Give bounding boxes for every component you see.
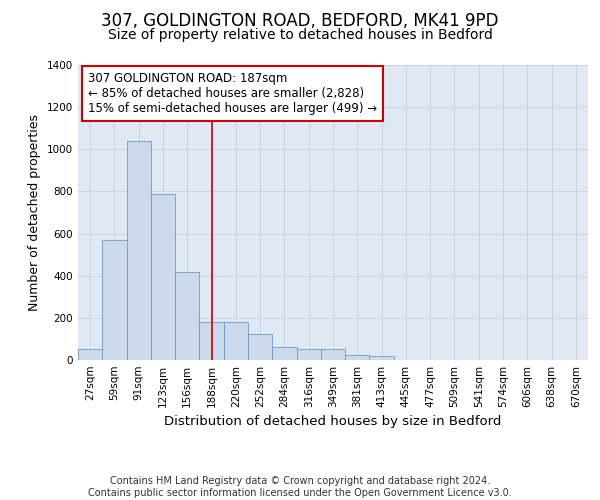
Text: 307 GOLDINGTON ROAD: 187sqm
← 85% of detached houses are smaller (2,828)
15% of : 307 GOLDINGTON ROAD: 187sqm ← 85% of det… — [88, 72, 377, 116]
Bar — [199, 322, 224, 360]
Bar — [151, 194, 175, 360]
Bar — [345, 354, 370, 360]
Bar — [248, 334, 272, 360]
Bar — [102, 240, 127, 360]
Text: Size of property relative to detached houses in Bedford: Size of property relative to detached ho… — [107, 28, 493, 42]
Bar — [175, 272, 199, 360]
Bar — [272, 348, 296, 360]
Y-axis label: Number of detached properties: Number of detached properties — [28, 114, 41, 311]
Text: Contains HM Land Registry data © Crown copyright and database right 2024.
Contai: Contains HM Land Registry data © Crown c… — [88, 476, 512, 498]
X-axis label: Distribution of detached houses by size in Bedford: Distribution of detached houses by size … — [164, 416, 502, 428]
Bar — [224, 322, 248, 360]
Bar — [127, 141, 151, 360]
Bar — [370, 356, 394, 360]
Text: 307, GOLDINGTON ROAD, BEDFORD, MK41 9PD: 307, GOLDINGTON ROAD, BEDFORD, MK41 9PD — [101, 12, 499, 30]
Bar — [78, 350, 102, 360]
Bar — [321, 350, 345, 360]
Bar — [296, 350, 321, 360]
